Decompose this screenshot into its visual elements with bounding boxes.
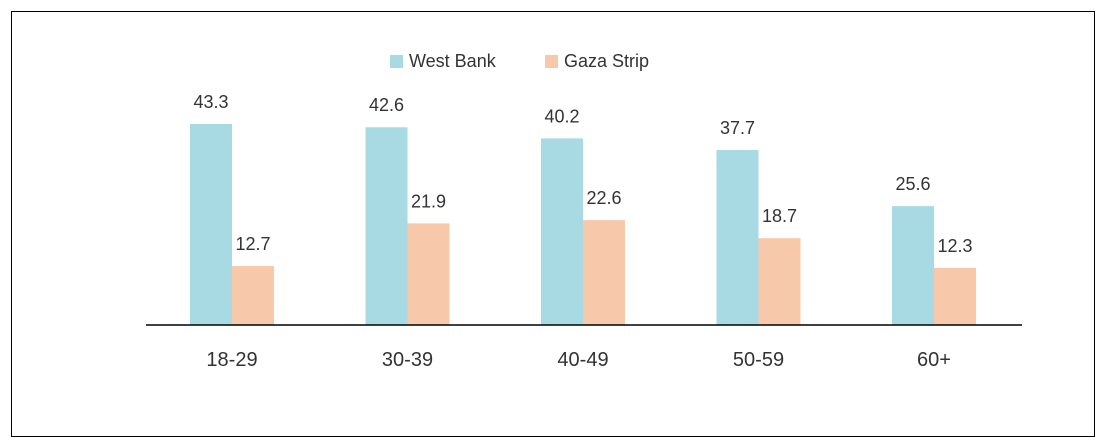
- value-label-gaza-strip-40-49: 22.6: [586, 188, 621, 208]
- legend-label-gaza-strip: Gaza Strip: [564, 51, 649, 71]
- value-labels-group: 43.3 12.7 42.6 21.9 40.2 22.6 37.7 18.7 25.6 12.3: [193, 92, 972, 256]
- value-label-west-bank-50-59: 37.7: [720, 118, 755, 138]
- value-label-west-bank-60+: 25.6: [895, 174, 930, 194]
- bar-west-bank-60+: [892, 206, 934, 325]
- value-label-gaza-strip-18-29: 12.7: [235, 234, 270, 254]
- value-label-gaza-strip-60+: 12.3: [937, 236, 972, 256]
- value-label-gaza-strip-30-39: 21.9: [411, 191, 446, 211]
- x-tick-label-30-39: 30-39: [382, 349, 433, 371]
- value-label-gaza-strip-50-59: 18.7: [762, 206, 797, 226]
- bar-gaza-strip-50-59: [758, 238, 801, 325]
- bar-gaza-strip-18-29: [232, 266, 274, 325]
- value-label-west-bank-40-49: 40.2: [544, 106, 579, 126]
- value-label-west-bank-18-29: 43.3: [193, 92, 228, 112]
- bar-gaza-strip-40-49: [583, 220, 625, 325]
- legend-swatch-west-bank: [390, 55, 403, 68]
- x-tick-labels-group: 18-29 30-39 40-49 50-59 60+: [206, 349, 951, 371]
- value-label-west-bank-30-39: 42.6: [369, 95, 404, 115]
- x-tick-label-40-49: 40-49: [557, 349, 608, 371]
- bars-group: [190, 124, 976, 325]
- x-tick-label-18-29: 18-29: [206, 349, 257, 371]
- x-tick-label-60+: 60+: [917, 349, 951, 371]
- bar-west-bank-18-29: [190, 124, 232, 325]
- bar-gaza-strip-60+: [934, 267, 976, 325]
- legend: West Bank Gaza Strip: [390, 51, 649, 71]
- bar-west-bank-50-59: [716, 149, 759, 325]
- legend-label-west-bank: West Bank: [409, 51, 497, 71]
- bar-west-bank-30-39: [365, 127, 408, 325]
- bar-west-bank-40-49: [541, 138, 583, 325]
- legend-swatch-gaza-strip: [545, 55, 558, 68]
- bar-gaza-strip-30-39: [407, 223, 450, 325]
- x-tick-label-50-59: 50-59: [733, 349, 784, 371]
